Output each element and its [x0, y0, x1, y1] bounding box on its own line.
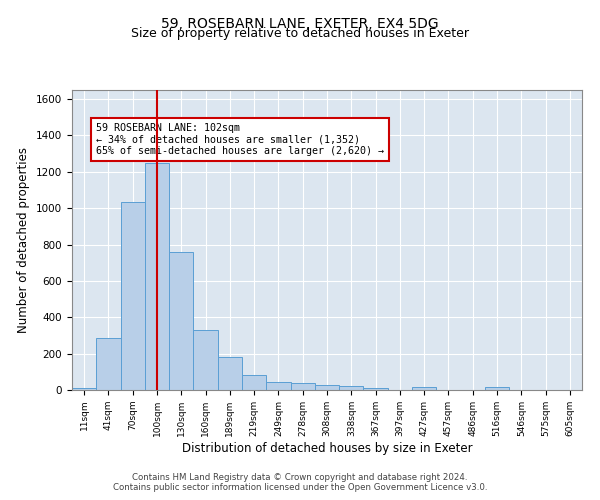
X-axis label: Distribution of detached houses by size in Exeter: Distribution of detached houses by size … [182, 442, 472, 454]
Bar [412, 386, 436, 390]
Bar [218, 358, 242, 390]
Bar [290, 383, 315, 390]
Bar [339, 386, 364, 390]
Text: 59, ROSEBARN LANE, EXETER, EX4 5DG: 59, ROSEBARN LANE, EXETER, EX4 5DG [161, 18, 439, 32]
Bar [315, 385, 339, 390]
Y-axis label: Number of detached properties: Number of detached properties [17, 147, 31, 333]
Bar [485, 386, 509, 390]
Bar [96, 338, 121, 390]
Bar [364, 388, 388, 390]
Text: Contains HM Land Registry data © Crown copyright and database right 2024.
Contai: Contains HM Land Registry data © Crown c… [113, 473, 487, 492]
Bar [145, 162, 169, 390]
Bar [193, 330, 218, 390]
Text: 59 ROSEBARN LANE: 102sqm
← 34% of detached houses are smaller (1,352)
65% of sem: 59 ROSEBARN LANE: 102sqm ← 34% of detach… [96, 122, 384, 156]
Bar [242, 376, 266, 390]
Text: Size of property relative to detached houses in Exeter: Size of property relative to detached ho… [131, 28, 469, 40]
Bar [266, 382, 290, 390]
Bar [72, 388, 96, 390]
Bar [121, 202, 145, 390]
Bar [169, 252, 193, 390]
